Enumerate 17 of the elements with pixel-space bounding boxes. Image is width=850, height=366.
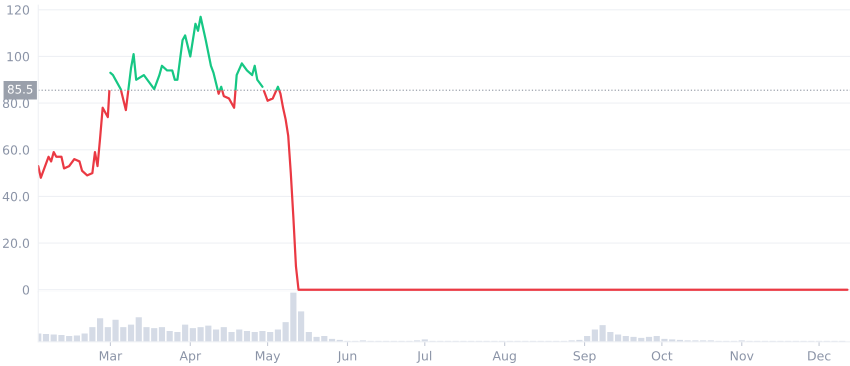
- x-tick-label: Mar: [100, 351, 122, 361]
- x-tick-label: Dec: [808, 351, 830, 361]
- x-tick-label: Jun: [337, 351, 356, 363]
- y-tick-label: 20.0: [3, 238, 30, 248]
- y-tick-label: 120: [7, 5, 30, 15]
- x-tick-label: Apr: [180, 351, 202, 363]
- x-tick-label: Aug: [492, 351, 516, 363]
- x-tick-label: Sep: [574, 351, 596, 363]
- x-tick-label: Nov: [730, 351, 754, 361]
- y-tick-label: 0: [22, 285, 30, 295]
- x-tick-label: May: [256, 351, 280, 363]
- y-tick-label: 100: [7, 52, 30, 62]
- ref-line-label: 85.5: [8, 84, 32, 94]
- y-tick-label: 40.0: [2, 192, 30, 202]
- y-tick-label: 60.0: [2, 145, 30, 155]
- x-tick-label: Oct: [652, 351, 672, 361]
- x-tick-label: Jul: [416, 350, 432, 363]
